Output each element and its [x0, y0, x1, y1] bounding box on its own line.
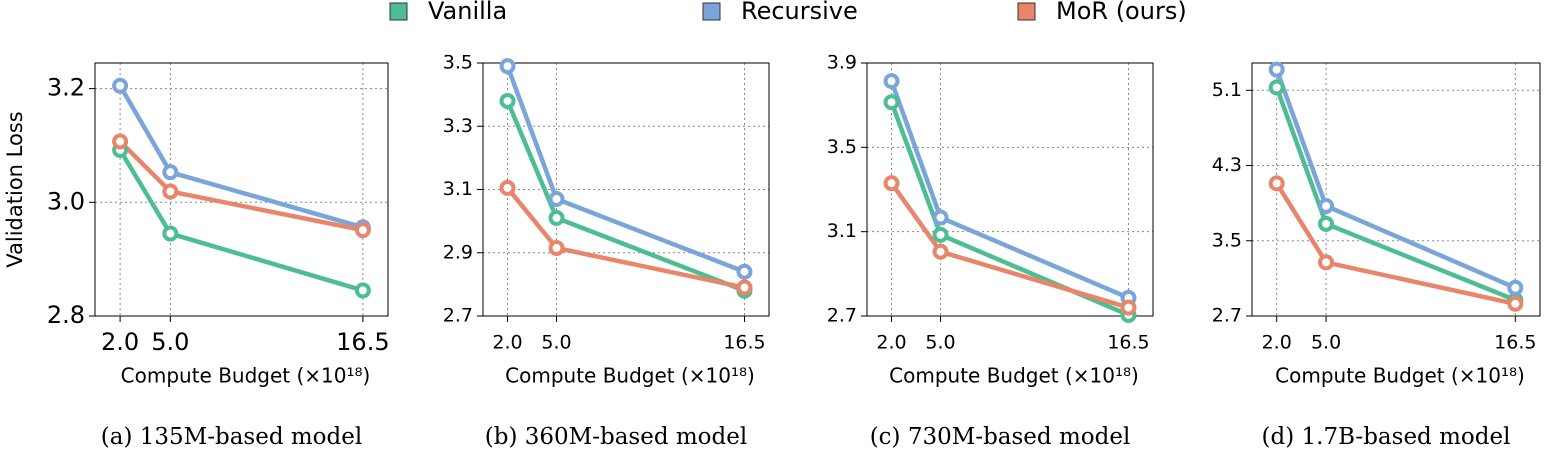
y-tick-label: 2.7 — [827, 305, 857, 327]
marker — [162, 225, 179, 242]
x-tick-label: 2.0 — [1262, 332, 1292, 354]
series-line — [118, 148, 364, 293]
x-axis-label: Compute Budget (×10¹⁸) — [1275, 364, 1525, 388]
marker — [1507, 279, 1524, 296]
caption: (c) 730M-based model — [870, 424, 1131, 450]
legend-swatch — [702, 2, 721, 21]
marker — [112, 133, 129, 150]
y-tick-label: 3.3 — [443, 115, 473, 137]
x-tick-label: 16.5 — [336, 328, 389, 356]
marker — [1318, 197, 1335, 214]
marker — [354, 222, 371, 239]
y-tick-label: 2.7 — [443, 305, 473, 327]
y-axis-label: Validation Loss — [3, 111, 27, 267]
y-tick-label: 3.0 — [47, 187, 85, 215]
subplot: 2.7 3.5 4.3 5.1 2.0 5.0 16.5 Compute Budget (×1… — [1212, 61, 1541, 450]
marker — [162, 183, 179, 200]
marker — [1268, 175, 1285, 192]
legend-label: Vanilla — [428, 0, 507, 25]
y-tick-label: 3.9 — [827, 52, 857, 74]
caption: (d) 1.7B-based model — [1262, 424, 1511, 450]
legend-swatch — [389, 2, 408, 21]
plot-frame — [482, 62, 770, 317]
y-tick-label: 3.5 — [1212, 229, 1242, 251]
marker — [883, 175, 900, 192]
x-axis-label: Compute Budget (×10¹⁸) — [889, 364, 1139, 388]
marker — [499, 179, 516, 196]
legend-label: Recursive — [741, 0, 858, 25]
legend-swatch — [1017, 2, 1036, 21]
plot-frame — [94, 62, 389, 317]
series-line — [1274, 68, 1517, 290]
marker — [1318, 215, 1335, 232]
x-tick-label: 2.0 — [876, 332, 906, 354]
marker — [112, 77, 129, 94]
subplot: 2.7 2.9 3.1 3.3 3.5 2.0 5.0 16.5 Compute Budget … — [443, 52, 770, 450]
x-tick-label: 5.0 — [151, 328, 189, 356]
marker — [548, 190, 565, 207]
y-tick-label: 2.9 — [443, 241, 473, 263]
marker — [548, 209, 565, 226]
x-tick-label: 16.5 — [1494, 332, 1536, 354]
marker — [1268, 61, 1285, 78]
marker — [354, 282, 371, 299]
marker — [548, 240, 565, 257]
marker — [932, 209, 949, 226]
x-tick-label: 16.5 — [1107, 332, 1149, 354]
y-tick-label: 3.1 — [443, 178, 473, 200]
y-tick-label: 3.5 — [443, 52, 473, 74]
y-tick-label: 5.1 — [1212, 79, 1242, 101]
marker — [499, 58, 516, 75]
marker — [1318, 254, 1335, 271]
series-line — [505, 65, 746, 274]
plot-frame — [866, 62, 1154, 317]
marker — [932, 243, 949, 260]
caption: (b) 360M-based model — [485, 424, 747, 450]
marker — [736, 279, 753, 296]
plot-frame — [1251, 62, 1541, 317]
y-tick-label: 2.7 — [1212, 305, 1242, 327]
x-axis-label: Compute Budget (×10¹⁸) — [505, 364, 755, 388]
x-tick-label: 5.0 — [925, 332, 955, 354]
series-line — [1274, 86, 1517, 303]
marker — [1120, 299, 1137, 316]
legend-label: MoR (ours) — [1056, 0, 1187, 25]
marker — [1507, 295, 1524, 312]
marker — [499, 92, 516, 109]
x-axis-label: Compute Budget (×10¹⁸) — [121, 364, 371, 388]
y-tick-label: 4.3 — [1212, 154, 1242, 176]
y-tick-label: 3.1 — [827, 220, 857, 242]
x-tick-label: 2.0 — [101, 328, 139, 356]
y-tick-label: 3.5 — [827, 136, 857, 158]
x-tick-label: 2.0 — [492, 332, 522, 354]
marker — [883, 73, 900, 90]
caption: (a) 135M-based model — [101, 424, 362, 450]
y-tick-label: 2.8 — [47, 301, 85, 329]
marker — [1268, 79, 1285, 96]
marker — [736, 263, 753, 280]
y-tick-label: 3.2 — [47, 74, 85, 102]
x-tick-label: 5.0 — [541, 332, 571, 354]
marker — [932, 226, 949, 243]
marker — [162, 164, 179, 181]
x-tick-label: 5.0 — [1311, 332, 1341, 354]
subplot: 2.8 3.0 3.2 2.0 5.0 16.5 Compute Budget (×10¹⁸… — [3, 62, 390, 450]
x-tick-label: 16.5 — [723, 332, 765, 354]
subplot: 2.7 3.1 3.5 3.9 2.0 5.0 16.5 Compute Budget (×1… — [827, 52, 1154, 450]
marker — [883, 94, 900, 111]
series-line — [505, 186, 745, 290]
